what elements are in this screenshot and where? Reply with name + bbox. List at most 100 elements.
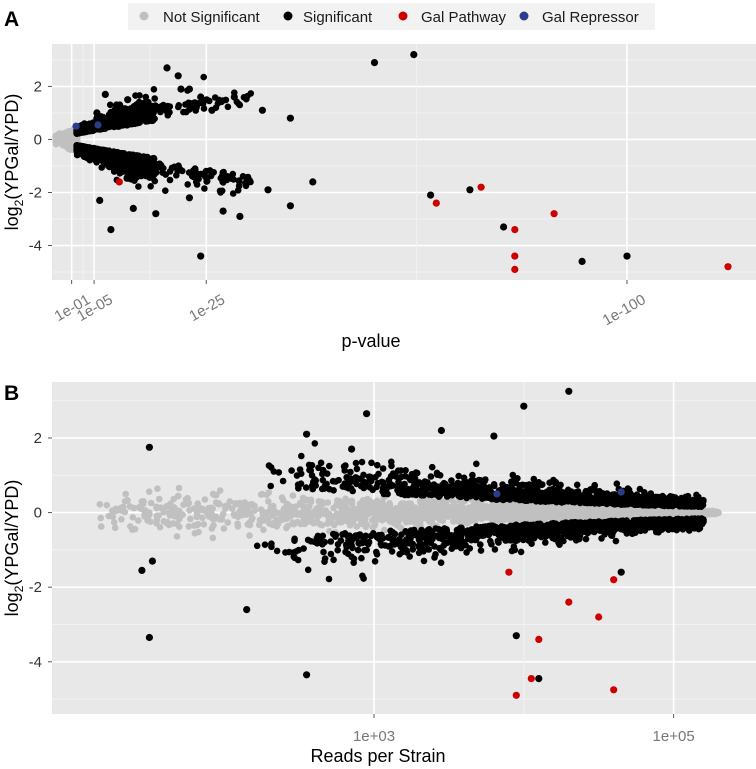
not-significant-point (701, 508, 709, 516)
significant-point (115, 154, 123, 162)
legend-key-gal-pathway (398, 11, 408, 21)
not-significant-point (510, 510, 517, 517)
not-significant-point (265, 498, 272, 505)
not-significant-point (641, 510, 648, 518)
not-significant-point (441, 512, 448, 519)
not-significant-point (429, 504, 436, 511)
significant-point (123, 174, 131, 181)
not-significant-point (170, 520, 177, 527)
not-significant-point (623, 511, 630, 518)
significant-point (258, 106, 266, 114)
not-significant-point (182, 496, 190, 503)
not-significant-point (163, 503, 170, 510)
significant-point (235, 177, 243, 184)
not-significant-point (224, 519, 232, 526)
not-significant-point (324, 499, 332, 506)
significant-point (230, 93, 238, 101)
not-significant-point (445, 503, 452, 511)
not-significant-point (523, 506, 531, 514)
significant-point (210, 169, 217, 176)
significant-point (623, 252, 631, 260)
significant-point (106, 101, 114, 109)
significant-point (334, 546, 342, 554)
not-significant-point (318, 521, 326, 529)
not-significant-point (356, 500, 364, 507)
not-significant-point (263, 491, 270, 499)
gal-pathway-point (724, 263, 732, 271)
legend-background (128, 3, 655, 30)
significant-point (243, 177, 250, 185)
not-significant-point (301, 509, 308, 517)
not-significant-point (129, 526, 136, 533)
significant-point (99, 148, 106, 155)
not-significant-point (548, 514, 556, 522)
not-significant-point (473, 500, 481, 508)
significant-point (93, 114, 100, 122)
significant-point (147, 183, 154, 190)
significant-point (477, 541, 484, 548)
significant-point (240, 94, 248, 101)
significant-point (148, 155, 156, 162)
significant-point (174, 167, 181, 175)
not-significant-point (58, 132, 66, 139)
panel-a-grid (52, 44, 756, 280)
significant-point (219, 207, 227, 215)
significant-point (114, 123, 122, 130)
not-significant-point (520, 512, 528, 520)
significant-point (469, 471, 476, 479)
not-significant-point (135, 517, 142, 524)
not-significant-point (346, 522, 354, 529)
significant-point (166, 176, 174, 184)
not-significant-point (210, 522, 217, 529)
not-significant-point (306, 512, 313, 520)
significant-point (175, 102, 183, 109)
significant-point (229, 190, 237, 197)
significant-point (354, 546, 362, 554)
not-significant-point (264, 509, 272, 516)
not-significant-point (460, 505, 468, 513)
not-significant-point (362, 523, 370, 531)
not-significant-point (481, 510, 489, 518)
x-tick-label: 1e-100 (600, 291, 649, 329)
not-significant-point (296, 499, 304, 507)
gal-pathway-point (511, 226, 519, 234)
significant-point (298, 452, 305, 460)
significant-point (201, 185, 208, 192)
not-significant-point (398, 506, 405, 513)
significant-point (91, 145, 98, 152)
not-significant-point (213, 491, 220, 499)
significant-point (110, 168, 118, 175)
significant-point (146, 109, 154, 117)
not-significant-point (434, 500, 441, 507)
significant-point (193, 170, 201, 177)
significant-point (219, 178, 226, 186)
not-significant-point (489, 508, 497, 515)
significant-point (370, 59, 379, 67)
panel-a-point-cloud (52, 73, 255, 197)
not-significant-point (217, 516, 224, 523)
not-significant-point (364, 509, 371, 517)
not-significant-point (364, 495, 371, 503)
panel-label-b: B (4, 382, 19, 405)
significant-point (193, 181, 201, 188)
not-significant-point (283, 524, 290, 532)
significant-point (174, 72, 182, 80)
significant-point (247, 90, 255, 97)
not-significant-point (406, 518, 414, 525)
significant-point (142, 93, 150, 101)
significant-point (234, 187, 242, 194)
not-significant-point (374, 516, 382, 523)
not-significant-point (455, 518, 463, 525)
significant-point (125, 153, 133, 161)
significant-point (185, 85, 193, 93)
significant-point (134, 165, 142, 172)
significant-point (140, 99, 148, 107)
significant-point (98, 164, 105, 171)
significant-point (437, 559, 445, 566)
significant-point (218, 172, 226, 180)
not-significant-point (381, 526, 388, 534)
not-significant-point (418, 503, 425, 511)
not-significant-point (317, 498, 324, 506)
significant-point (132, 92, 139, 99)
